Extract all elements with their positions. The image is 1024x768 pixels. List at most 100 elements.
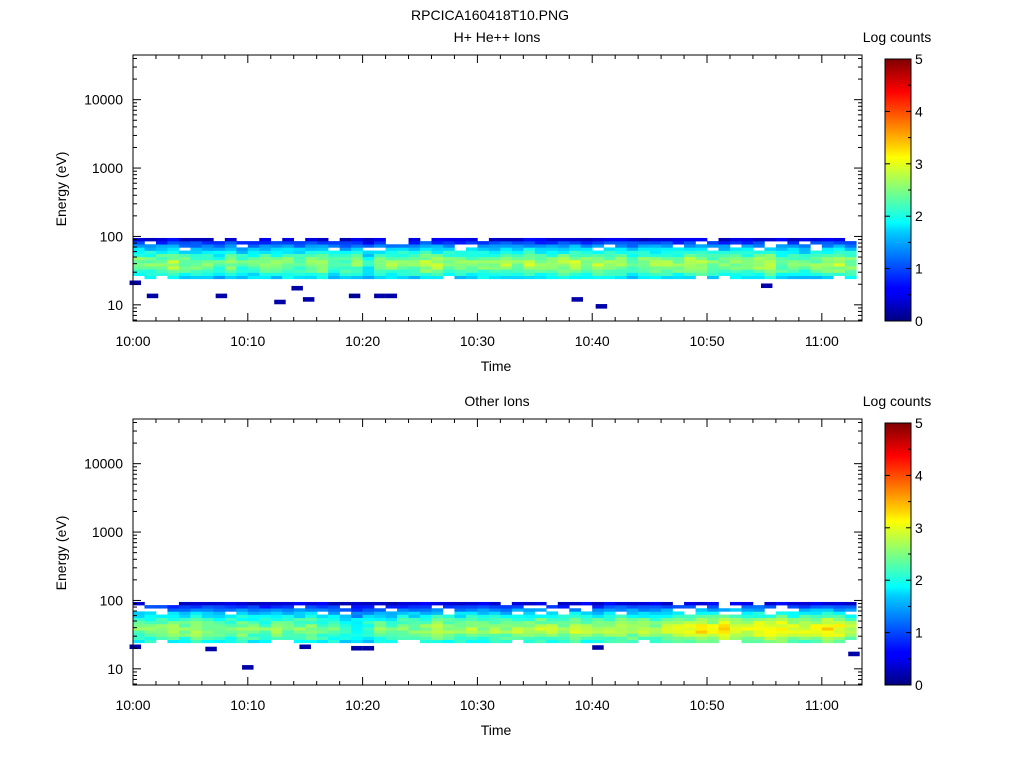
- heatmap-cell: [511, 237, 524, 242]
- heatmap-cell: [534, 636, 547, 640]
- heatmap-cell: [224, 639, 237, 644]
- panel-title: Other Ions: [464, 393, 529, 409]
- heatmap-cell: [775, 247, 788, 251]
- heatmap-cell: [821, 633, 834, 637]
- heatmap-cell: [707, 244, 719, 248]
- heatmap-cell: [465, 272, 478, 276]
- heatmap-cell: [431, 247, 444, 251]
- heatmap-cell: [328, 263, 340, 267]
- heatmap-cell: [282, 259, 295, 264]
- heatmap-cell: [190, 627, 203, 631]
- heatmap-cell: [833, 608, 846, 612]
- heatmap-cell: [523, 237, 536, 242]
- heatmap-cell: [569, 614, 582, 618]
- heatmap-cell: [844, 608, 857, 612]
- heatmap-cell: [500, 605, 513, 609]
- heatmap-cell: [316, 608, 329, 612]
- heatmap-cell: [718, 253, 731, 258]
- heatmap-cell: [638, 244, 650, 248]
- heatmap-cell: [557, 633, 570, 637]
- heatmap-cell: [236, 630, 249, 634]
- heatmap-cell: [316, 636, 329, 640]
- heatmap-cell: [557, 617, 570, 622]
- x-tick-label: 11:00: [805, 697, 839, 713]
- heatmap-cell: [190, 266, 203, 270]
- heatmap-cell: [201, 250, 214, 254]
- heatmap-cell: [178, 627, 191, 631]
- heatmap-cell: [477, 263, 490, 267]
- heatmap-cell: [236, 247, 249, 251]
- heatmap-cell: [144, 636, 157, 640]
- y-tick-label: 10000: [84, 92, 123, 108]
- heatmap-cell: [270, 256, 283, 261]
- heatmap-cell: [523, 269, 536, 273]
- heatmap-cell: [408, 601, 421, 606]
- heatmap-cell: [488, 605, 501, 609]
- heatmap-cell: [167, 627, 180, 631]
- heatmap-cell: [638, 623, 650, 628]
- heatmap-cell: [270, 241, 283, 245]
- heatmap-cell: [684, 639, 696, 644]
- heatmap-cell: [213, 256, 226, 261]
- heatmap-cell: [523, 633, 536, 637]
- heatmap-cell: [764, 263, 777, 267]
- heatmap-cell: [133, 241, 145, 245]
- heatmap-cell: [615, 608, 627, 612]
- heatmap-cell: [420, 263, 432, 267]
- heatmap-cell: [787, 620, 800, 625]
- heatmap-cell: [431, 253, 444, 258]
- heatmap-cell: [201, 630, 214, 634]
- heatmap-cell: [477, 608, 490, 612]
- heatmap-cell: [821, 275, 834, 280]
- heatmap-cell: [351, 633, 363, 637]
- heatmap-cell: [477, 601, 490, 606]
- heatmap-cell: [477, 611, 490, 615]
- heatmap-cell: [328, 627, 340, 631]
- heatmap-cell: [454, 269, 467, 273]
- heatmap-cell: [328, 241, 340, 245]
- heatmap-cell: [752, 253, 765, 258]
- heatmap-cell: [224, 247, 237, 251]
- heatmap-cell: [752, 614, 765, 618]
- heatmap-cell: [178, 601, 191, 606]
- heatmap-cell: [592, 250, 604, 254]
- heatmap-cell: [729, 247, 742, 251]
- heatmap-cell: [201, 636, 214, 640]
- heatmap-cell: [362, 256, 375, 261]
- heatmap-cell: [397, 611, 409, 615]
- heatmap-cell: [477, 269, 490, 273]
- heatmap-cell: [752, 639, 765, 644]
- heatmap-cell: [844, 272, 857, 276]
- heatmap-cell: [270, 601, 283, 606]
- heatmap-cell: [511, 244, 524, 248]
- heatmap-cell: [477, 623, 490, 628]
- heatmap-cell: [442, 639, 455, 644]
- heatmap-cell: [305, 241, 317, 245]
- heatmap-cell: [844, 253, 857, 258]
- heatmap-cell: [408, 275, 421, 280]
- heatmap-cell: [580, 611, 593, 615]
- heatmap-cell: [270, 259, 283, 264]
- heatmap-cell: [741, 636, 754, 640]
- heatmap-cell: [580, 250, 593, 254]
- heatmap-cell: [339, 244, 352, 248]
- heatmap-cell: [259, 611, 272, 615]
- heatmap-cell: [729, 241, 742, 245]
- heatmap-cell: [385, 256, 398, 261]
- heatmap-cell: [787, 253, 800, 258]
- heatmap-cell: [397, 256, 409, 261]
- heatmap-cell: [247, 256, 260, 261]
- heatmap-cell: [546, 614, 559, 618]
- heatmap-cell: [707, 611, 719, 615]
- heatmap-cell: [247, 601, 260, 606]
- heatmap-cell: [833, 259, 846, 264]
- heatmap-cell: [224, 608, 237, 612]
- heatmap-cell: [580, 259, 593, 264]
- heatmap-cell: [293, 633, 306, 637]
- heatmap-cell: [523, 244, 536, 248]
- heatmap-cell: [201, 269, 214, 273]
- heatmap-cell: [133, 633, 145, 637]
- heatmap-cell: [282, 256, 295, 261]
- heatmap-cell: [649, 627, 662, 631]
- heatmap-cell: [247, 269, 260, 273]
